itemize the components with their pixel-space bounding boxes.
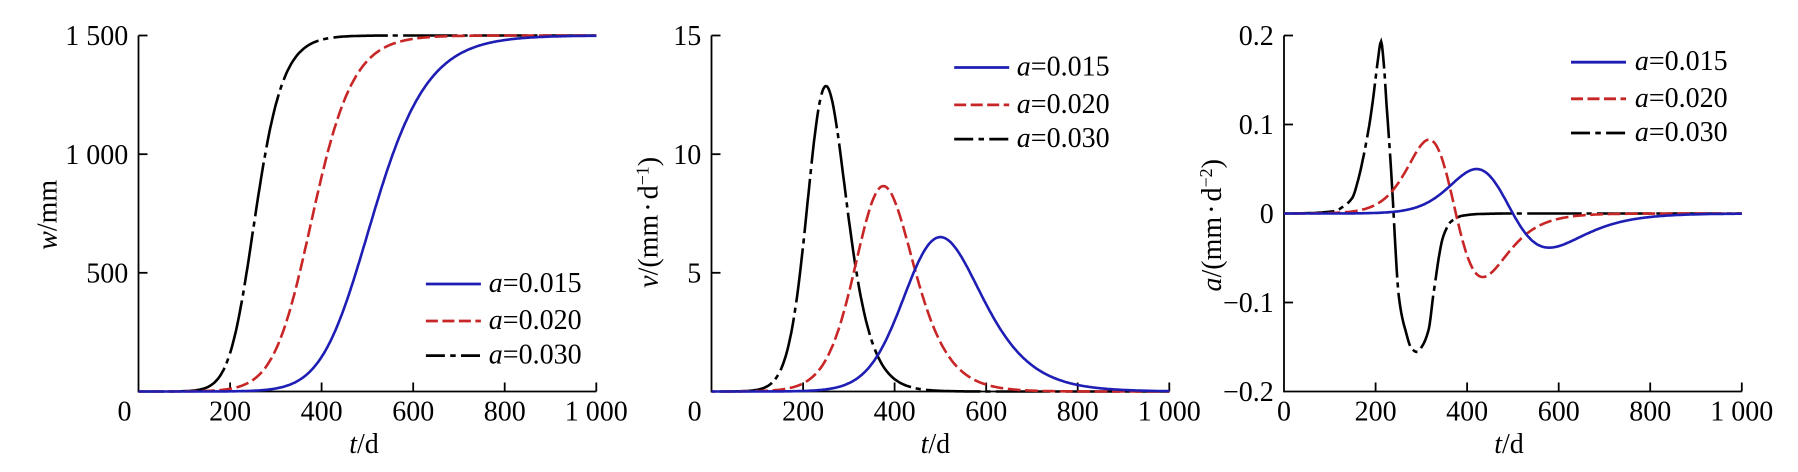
- svg-text:a=0.030: a=0.030: [489, 340, 582, 371]
- svg-text:w/mm: w/mm: [33, 180, 64, 250]
- svg-text:200: 200: [1355, 397, 1397, 428]
- svg-text:a=0.030: a=0.030: [1635, 117, 1728, 148]
- svg-text:a=0.030: a=0.030: [1017, 123, 1110, 154]
- svg-text:15: 15: [673, 21, 701, 52]
- svg-text:−0.1: −0.1: [1223, 288, 1274, 319]
- svg-text:0.2: 0.2: [1239, 21, 1274, 52]
- svg-text:a=0.015: a=0.015: [489, 268, 582, 299]
- svg-text:1 000: 1 000: [65, 140, 128, 171]
- svg-text:200: 200: [782, 397, 824, 428]
- svg-text:5: 5: [687, 258, 701, 289]
- svg-text:400: 400: [301, 397, 343, 428]
- svg-text:800: 800: [1629, 397, 1671, 428]
- svg-text:0: 0: [1260, 199, 1274, 230]
- svg-text:a=0.020: a=0.020: [1635, 83, 1728, 114]
- svg-text:500: 500: [86, 258, 128, 289]
- svg-text:400: 400: [874, 397, 916, 428]
- svg-text:600: 600: [392, 397, 434, 428]
- svg-text:200: 200: [209, 397, 251, 428]
- svg-text:0.1: 0.1: [1239, 110, 1274, 141]
- svg-text:400: 400: [1446, 397, 1488, 428]
- svg-text:800: 800: [484, 397, 526, 428]
- svg-text:a=0.015: a=0.015: [1017, 52, 1110, 83]
- svg-text:t/d: t/d: [349, 429, 379, 460]
- svg-text:10: 10: [673, 140, 701, 171]
- svg-text:600: 600: [965, 397, 1007, 428]
- svg-text:1 000: 1 000: [1710, 397, 1773, 428]
- svg-text:a=0.020: a=0.020: [1017, 89, 1110, 120]
- svg-text:t/d: t/d: [1494, 429, 1524, 460]
- svg-text:1 500: 1 500: [65, 21, 128, 52]
- svg-text:−0.2: −0.2: [1223, 377, 1274, 408]
- svg-text:600: 600: [1538, 397, 1580, 428]
- svg-text:800: 800: [1057, 397, 1099, 428]
- svg-text:0: 0: [118, 397, 132, 428]
- svg-text:a=0.015: a=0.015: [1635, 46, 1728, 77]
- svg-text:0: 0: [1277, 397, 1291, 428]
- svg-text:a=0.020: a=0.020: [489, 305, 582, 336]
- svg-text:t/d: t/d: [921, 429, 951, 460]
- svg-text:1 000: 1 000: [1138, 397, 1201, 428]
- svg-text:1 000: 1 000: [565, 397, 628, 428]
- svg-text:0: 0: [688, 397, 702, 428]
